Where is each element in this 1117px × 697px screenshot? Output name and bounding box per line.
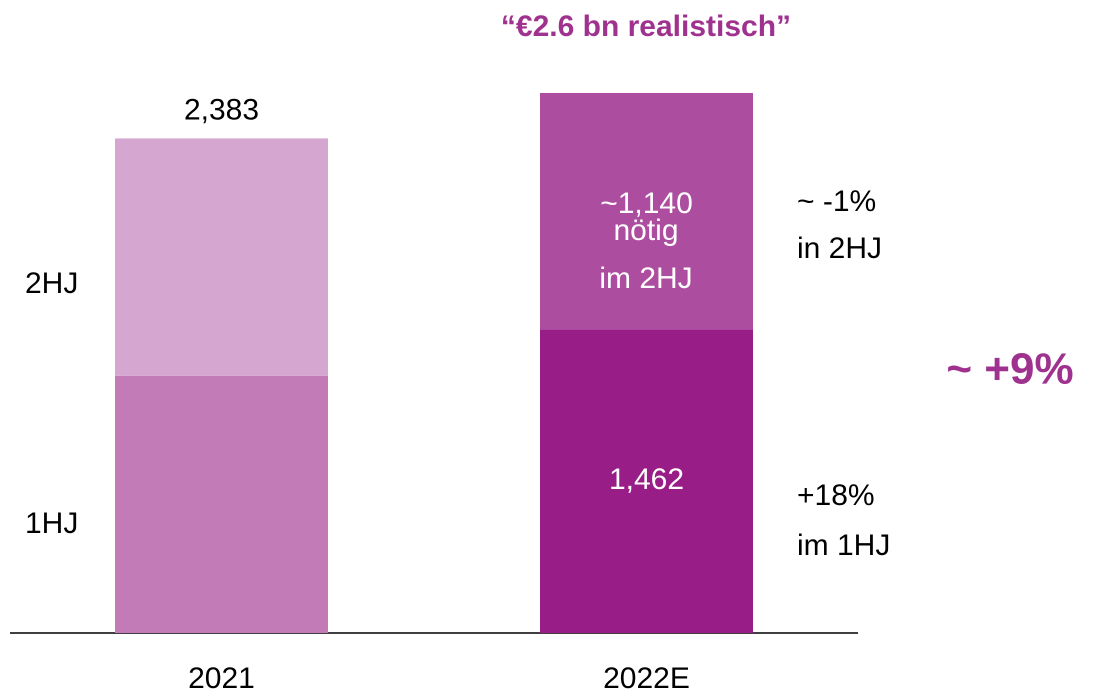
series-label: 2HJ (25, 267, 78, 300)
annotation: ~ +9% (946, 345, 1073, 394)
series-label: 1HJ (25, 507, 78, 540)
bar-segment (540, 92, 753, 330)
annotation: in 2HJ (797, 232, 882, 265)
chart-title: “€2.6 bn realistisch” (501, 10, 791, 43)
annotation: ~ -1% (797, 185, 876, 218)
x-tick-label: 2022E (603, 662, 690, 695)
data-label: 1,462 (609, 463, 684, 496)
data-label: ~1,140 (600, 187, 693, 220)
bar-segment (115, 138, 328, 376)
total-label: 2,383 (184, 93, 259, 126)
annotation: im 1HJ (797, 529, 890, 562)
bar-segment (540, 329, 753, 633)
annotation: im 2HJ (599, 262, 692, 295)
annotation: nötig (613, 214, 678, 247)
annotation: +18% (797, 479, 875, 512)
x-tick-label: 2021 (188, 662, 255, 695)
bar-segment (115, 375, 328, 633)
